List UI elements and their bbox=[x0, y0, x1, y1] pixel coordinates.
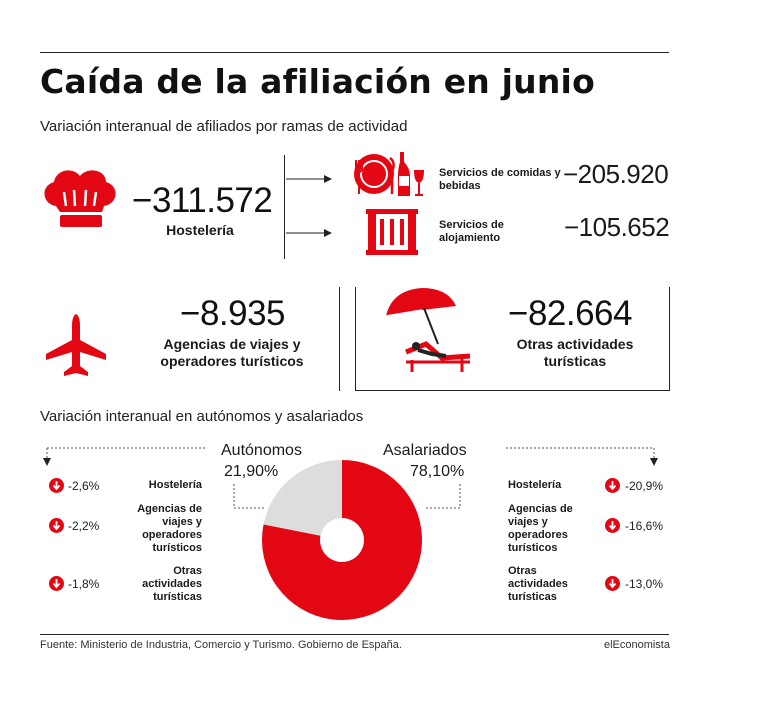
arrow-down-icon bbox=[605, 518, 620, 533]
agencias-value: −8.935 bbox=[180, 294, 286, 333]
left-bracket bbox=[40, 446, 208, 473]
top-rule bbox=[40, 52, 669, 53]
right-bracket bbox=[506, 446, 666, 473]
donut-chart bbox=[262, 460, 422, 620]
asalariados-row-label: Otras actividades turísticas bbox=[508, 565, 568, 603]
asalariados-value: -20,9% bbox=[625, 479, 664, 493]
dining-icon bbox=[352, 150, 426, 198]
arrow-down-icon bbox=[605, 576, 620, 591]
asalariados-row-label: Agencias de viajes y operadores turístic… bbox=[508, 503, 573, 554]
donut-slice-autonomos bbox=[263, 460, 342, 536]
section2-title: Variación interanual en autónomos y asal… bbox=[40, 408, 364, 425]
chef-hat-icon bbox=[40, 168, 122, 232]
comidas-label: Servicios de comidas y bebidas bbox=[439, 167, 561, 192]
bracket-vertical bbox=[284, 155, 285, 259]
arrow-down-icon bbox=[605, 478, 620, 493]
beach-umbrella-icon bbox=[382, 286, 476, 378]
autonomos-leader bbox=[230, 484, 270, 519]
autonomos-row-label: Otras actividades turísticas bbox=[142, 565, 202, 603]
page-title: Caída de la afiliación en junio bbox=[40, 62, 595, 101]
asalariados-name: Asalariados bbox=[383, 442, 467, 459]
otras-value: −82.664 bbox=[508, 294, 633, 333]
arrow-to-comidas bbox=[286, 172, 334, 190]
agencias-label: Agencias de viajes y operadores turístic… bbox=[160, 336, 304, 369]
agencias-panel-border bbox=[339, 287, 340, 391]
asalariados-leader bbox=[420, 484, 470, 519]
arrow-to-alojamiento bbox=[286, 226, 334, 244]
autonomos-value: -2,6% bbox=[68, 479, 100, 493]
autonomos-row-label: Hostelería bbox=[148, 479, 202, 491]
asalariados-row-label: Hostelería bbox=[508, 479, 562, 491]
arrow-down-icon bbox=[49, 518, 64, 533]
autonomos-name: Autónomos bbox=[221, 442, 302, 459]
alojamiento-value: −105.652 bbox=[564, 212, 670, 242]
autonomos-share: 21,90% bbox=[224, 463, 279, 480]
otras-panel-bottom bbox=[355, 390, 670, 391]
footer-brand: elEconomista bbox=[603, 639, 670, 651]
asalariados-value: -16,6% bbox=[625, 519, 664, 533]
page-subtitle: Variación interanual de afiliados por ra… bbox=[40, 118, 408, 135]
arrow-down-icon bbox=[49, 478, 64, 493]
hotel-icon bbox=[364, 207, 420, 257]
otras-panel-right bbox=[669, 287, 670, 391]
otras-panel-left bbox=[355, 287, 356, 391]
airplane-icon bbox=[44, 312, 108, 378]
autonomos-value: -2,2% bbox=[68, 519, 100, 533]
alojamiento-label: Servicios de alojamiento bbox=[439, 219, 504, 244]
otras-label: Otras actividades turísticas bbox=[516, 336, 634, 369]
hosteleria-label: Hostelería bbox=[166, 222, 234, 238]
autonomos-value: -1,8% bbox=[68, 577, 100, 591]
asalariados-share: 78,10% bbox=[410, 463, 465, 480]
arrow-down-icon bbox=[49, 576, 64, 591]
hosteleria-value: −311.572 bbox=[132, 181, 273, 220]
footer-rule bbox=[40, 634, 669, 635]
donut-slice-asalariados bbox=[262, 460, 422, 620]
comidas-value: −205.920 bbox=[563, 159, 669, 189]
autonomos-row-label: Agencias de viajes y operadores turístic… bbox=[137, 503, 202, 554]
asalariados-value: -13,0% bbox=[625, 577, 664, 591]
footer-source: Fuente: Ministerio de Industria, Comerci… bbox=[40, 639, 402, 651]
